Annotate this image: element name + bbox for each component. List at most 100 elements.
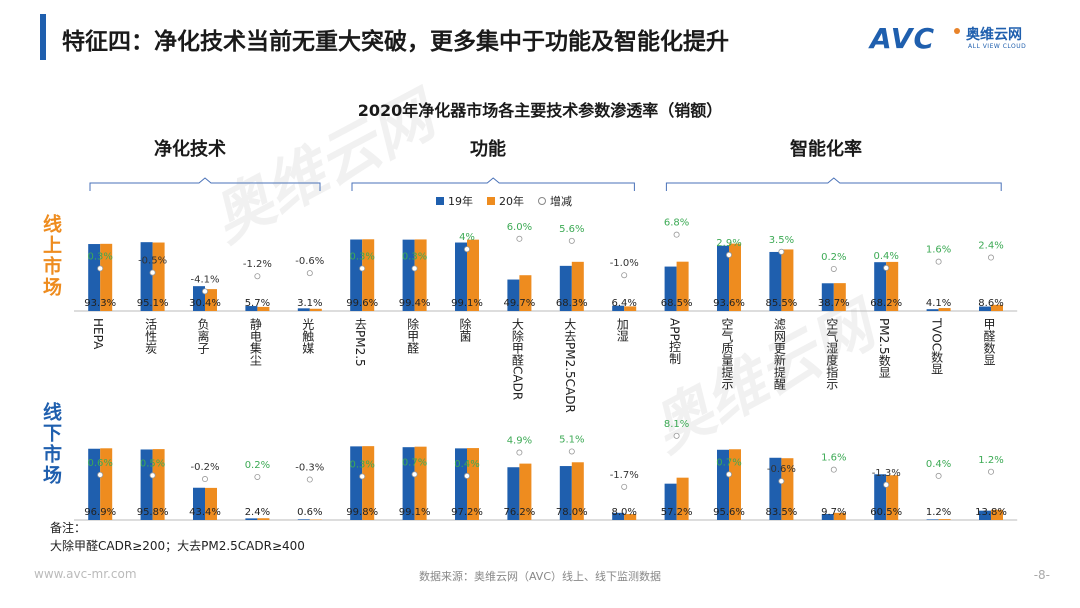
offline-delta-marker-3 (254, 473, 261, 480)
online-bar-19-15 (874, 262, 887, 311)
online-bar-20-12 (729, 243, 741, 311)
offline-bar-19-5 (350, 446, 363, 520)
online-delta-marker-3 (254, 273, 261, 280)
online-delta-label-2: -4.1% (190, 274, 219, 285)
offline-bar-19-14 (821, 514, 834, 520)
offline-bar-19-3 (245, 518, 258, 520)
online-delta-label-7: 4% (459, 232, 475, 243)
category-label-11: APP控制 (668, 318, 682, 365)
offline-bar-20-13 (781, 458, 794, 520)
offline-value-label-14: 9.7% (821, 507, 846, 518)
category-label-5: 去PM2.5 (353, 318, 367, 367)
offline-value-label-10: 8.0% (611, 507, 636, 518)
online-value-label-16: 4.1% (926, 298, 951, 309)
offline-value-label-16: 1.2% (926, 507, 951, 518)
online-delta-marker-4 (306, 270, 313, 277)
chart-title: 2020年净化器市场各主要技术参数渗透率（销额） (357, 101, 723, 120)
online-delta-label-3: -1.2% (243, 259, 272, 270)
online-bar-20-2 (205, 289, 217, 311)
online-value-label-1: 95.1% (137, 298, 169, 309)
online-value-label-11: 68.5% (661, 298, 693, 309)
online-bar-20-0 (100, 243, 113, 311)
offline-delta-label-0: 0.6% (87, 458, 112, 469)
offline-bar-19-8 (507, 467, 520, 520)
online-bar-19-8 (507, 279, 520, 311)
group-label-func: 功能 (470, 139, 506, 160)
offline-value-label-2: 43.4% (189, 507, 221, 518)
online-delta-label-10: -1.0% (610, 258, 639, 269)
online-bar-20-13 (781, 249, 794, 311)
legend-label-delta: 增减 (550, 195, 572, 208)
online-value-label-10: 6.4% (611, 298, 636, 309)
legend-item-20: 20年 (487, 193, 524, 209)
online-delta-label-13: 3.5% (769, 235, 794, 246)
online-bar-20-4 (309, 308, 322, 311)
online-delta-marker-13 (778, 248, 785, 255)
footer-url[interactable]: www.avc-mr.com (34, 567, 137, 581)
online-delta-marker-10 (621, 272, 628, 279)
offline-delta-label-4: -0.3% (295, 463, 324, 474)
offline-bar-20-14 (833, 512, 846, 520)
online-bar-20-17 (991, 304, 1003, 311)
category-label-9: 大去PM2.5CADR (563, 318, 577, 413)
online-value-label-0: 93.3% (84, 298, 116, 309)
offline-delta-label-11: 8.1% (664, 419, 689, 430)
online-bar-20-16 (938, 308, 951, 311)
offline-bar-20-17 (991, 509, 1003, 520)
online-delta-marker-12 (726, 251, 733, 258)
category-label-2: 负离子 (196, 318, 210, 354)
offline-value-label-5: 99.8% (346, 507, 378, 518)
offline-delta-marker-0 (97, 471, 104, 478)
offline-value-label-6: 99.1% (399, 507, 431, 518)
category-label-17: 甲醛数显 (982, 318, 996, 366)
online-delta-label-1: -0.5% (138, 256, 167, 267)
online-bar-20-5 (362, 239, 375, 311)
online-value-label-5: 99.6% (346, 298, 378, 309)
logo-dot (954, 28, 960, 34)
category-label-10: 加湿 (615, 318, 629, 342)
chart-legend: 19年 20年 增减 (436, 193, 572, 209)
offline-delta-marker-1 (149, 472, 156, 479)
legend-label-19: 19年 (448, 195, 473, 208)
offline-value-label-4: 0.6% (297, 507, 322, 518)
offline-bar-20-0 (100, 448, 113, 520)
avc-logo: AVC 奥维云网 ALL VIEW CLOUD (870, 22, 1026, 55)
legend-marker-delta (538, 197, 546, 205)
online-value-label-3: 5.7% (245, 298, 270, 309)
legend-item-delta: 增减 (538, 193, 572, 209)
category-label-4: 光触媒 (301, 318, 315, 354)
online-bar-20-10 (624, 306, 637, 311)
offline-delta-marker-5 (359, 473, 366, 480)
offline-value-label-12: 95.6% (713, 507, 745, 518)
online-bar-20-11 (676, 261, 689, 311)
side-label-offline: 线下市场 (40, 402, 62, 486)
logo-cn-text: 奥维云网 (966, 27, 1022, 43)
online-delta-marker-5 (359, 265, 366, 272)
online-delta-label-4: -0.6% (295, 256, 324, 267)
footnote-text: 大除甲醛CADR≥200；大去PM2.5CADR≥400 (50, 539, 305, 553)
offline-value-label-17: 13.8% (975, 507, 1007, 518)
offline-delta-label-3: 0.2% (245, 460, 270, 471)
title-accent-bar (40, 14, 46, 60)
online-bar-19-9 (559, 265, 572, 311)
online-delta-marker-14 (830, 265, 837, 272)
offline-bar-19-13 (769, 457, 782, 520)
online-delta-label-0: 0.3% (87, 251, 112, 262)
offline-bar-19-4 (297, 519, 310, 520)
offline-delta-label-1: 0.5% (140, 458, 165, 469)
offline-bar-20-2 (205, 487, 217, 520)
online-delta-marker-17 (988, 254, 995, 261)
online-delta-label-8: 6.0% (507, 222, 532, 233)
offline-delta-marker-17 (988, 468, 995, 475)
online-value-label-12: 93.6% (713, 298, 745, 309)
offline-delta-label-13: -0.6% (767, 464, 796, 475)
offline-delta-marker-8 (516, 449, 523, 456)
offline-delta-label-7: 0.4% (454, 459, 479, 470)
offline-delta-label-6: 0.7% (402, 457, 427, 468)
group-label-tech: 净化技术 (154, 139, 226, 160)
online-bar-19-11 (664, 266, 677, 311)
offline-value-label-9: 78.0% (556, 507, 588, 518)
online-value-label-15: 68.2% (870, 298, 902, 309)
offline-delta-label-15: -1.3% (872, 468, 901, 479)
